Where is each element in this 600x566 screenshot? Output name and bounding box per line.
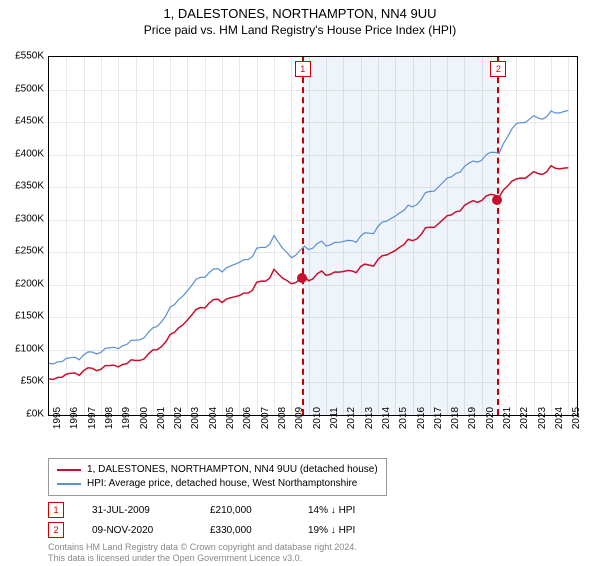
x-tick: 2000 <box>139 407 150 429</box>
x-tick: 2022 <box>519 407 530 429</box>
x-tick: 2023 <box>537 407 548 429</box>
event-delta: 14% ↓ HPI <box>308 505 355 516</box>
x-tick: 1998 <box>104 407 115 429</box>
sale-dot <box>492 195 502 205</box>
x-tick: 1997 <box>87 407 98 429</box>
y-tick: £400K <box>15 148 44 159</box>
x-tick: 2019 <box>467 407 478 429</box>
y-tick: £350K <box>15 181 44 192</box>
x-tick: 2021 <box>502 407 513 429</box>
event-row: 1 31-JUL-2009 £210,000 14% ↓ HPI <box>48 502 355 518</box>
event-marker-label: 2 <box>48 522 64 538</box>
x-tick: 2006 <box>242 407 253 429</box>
x-tick: 2025 <box>571 407 582 429</box>
x-tick: 2013 <box>364 407 375 429</box>
legend-label: HPI: Average price, detached house, West… <box>87 477 357 491</box>
legend: 1, DALESTONES, NORTHAMPTON, NN4 9UU (det… <box>48 458 387 496</box>
x-tick: 2002 <box>173 407 184 429</box>
y-tick: £450K <box>15 116 44 127</box>
y-tick: £150K <box>15 311 44 322</box>
event-table: 1 31-JUL-2009 £210,000 14% ↓ HPI 2 09-NOV-202… <box>48 502 355 542</box>
x-tick: 2010 <box>312 407 323 429</box>
x-tick: 2007 <box>260 407 271 429</box>
x-tick: 2018 <box>450 407 461 429</box>
y-tick: £250K <box>15 246 44 257</box>
x-tick: 2015 <box>398 407 409 429</box>
y-tick: £550K <box>15 51 44 62</box>
legend-item: 1, DALESTONES, NORTHAMPTON, NN4 9UU (det… <box>57 463 378 477</box>
y-tick: £100K <box>15 343 44 354</box>
legend-item: HPI: Average price, detached house, West… <box>57 477 378 491</box>
x-tick: 2001 <box>156 407 167 429</box>
x-tick: 2005 <box>225 407 236 429</box>
sale-dot <box>297 273 307 283</box>
x-tick: 2020 <box>485 407 496 429</box>
x-tick: 2003 <box>190 407 201 429</box>
event-date: 31-JUL-2009 <box>92 505 182 516</box>
x-tick: 2014 <box>381 407 392 429</box>
x-tick: 2004 <box>208 407 219 429</box>
x-tick: 2011 <box>329 407 340 429</box>
legend-label: 1, DALESTONES, NORTHAMPTON, NN4 9UU (det… <box>87 463 378 477</box>
x-tick: 2008 <box>277 407 288 429</box>
x-tick: 2016 <box>416 407 427 429</box>
event-date: 09-NOV-2020 <box>92 525 182 536</box>
chart: 12 <box>48 56 578 416</box>
x-tick: 2024 <box>554 407 565 429</box>
series-line <box>49 166 568 380</box>
legend-swatch <box>57 469 81 471</box>
y-tick: £300K <box>15 213 44 224</box>
x-tick: 2009 <box>294 407 305 429</box>
y-tick: £0K <box>26 409 44 420</box>
event-delta: 19% ↓ HPI <box>308 525 355 536</box>
event-marker-label: 1 <box>48 502 64 518</box>
x-tick: 1995 <box>52 407 63 429</box>
event-price: £210,000 <box>210 505 280 516</box>
y-tick: £500K <box>15 83 44 94</box>
x-tick: 1996 <box>69 407 80 429</box>
event-row: 2 09-NOV-2020 £330,000 19% ↓ HPI <box>48 522 355 538</box>
footer-text: Contains HM Land Registry data © Crown c… <box>48 542 357 564</box>
legend-swatch <box>57 483 81 485</box>
y-tick: £200K <box>15 278 44 289</box>
event-price: £330,000 <box>210 525 280 536</box>
series-line <box>49 110 568 364</box>
page-subtitle: Price paid vs. HM Land Registry's House … <box>0 23 600 37</box>
x-tick: 2012 <box>346 407 357 429</box>
page-title: 1, DALESTONES, NORTHAMPTON, NN4 9UU <box>0 6 600 21</box>
y-tick: £50K <box>21 376 44 387</box>
x-tick: 1999 <box>121 407 132 429</box>
x-tick: 2017 <box>433 407 444 429</box>
